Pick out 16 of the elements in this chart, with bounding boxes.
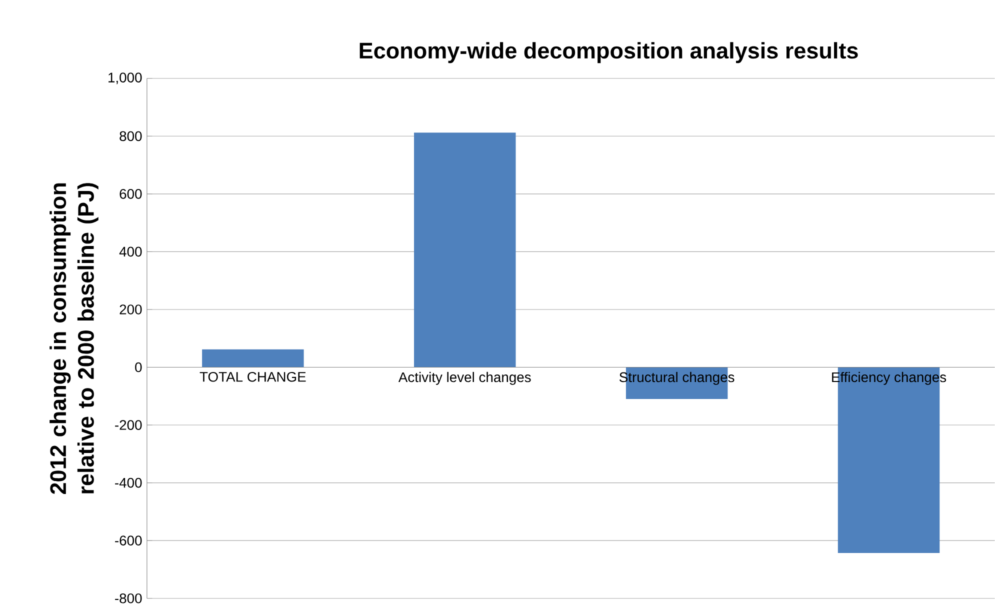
bar: [414, 132, 516, 368]
x-tick-label: TOTAL CHANGE: [200, 372, 306, 382]
y-tick-label: 0: [135, 362, 142, 372]
y-tick-label: -200: [115, 420, 142, 430]
y-tick-label: -800: [115, 594, 142, 604]
y-tick-label: 400: [119, 246, 142, 257]
y-tick-label: 600: [120, 189, 142, 200]
chart-title: Economy-wide decomposition analysis results: [360, 42, 858, 64]
bar: [202, 349, 304, 368]
y-tick-label: 200: [120, 304, 142, 315]
y-tick-label: 1,000: [108, 72, 142, 84]
x-tick-label: Activity level changes: [398, 372, 531, 386]
y-tick-label: 800: [120, 131, 142, 142]
y-axis-title: 2012 change in consumption relative to 2000 baseline (PJ): [50, 183, 98, 494]
y-tick-label: -400: [115, 478, 142, 488]
y-tick-label: -600: [115, 536, 142, 546]
